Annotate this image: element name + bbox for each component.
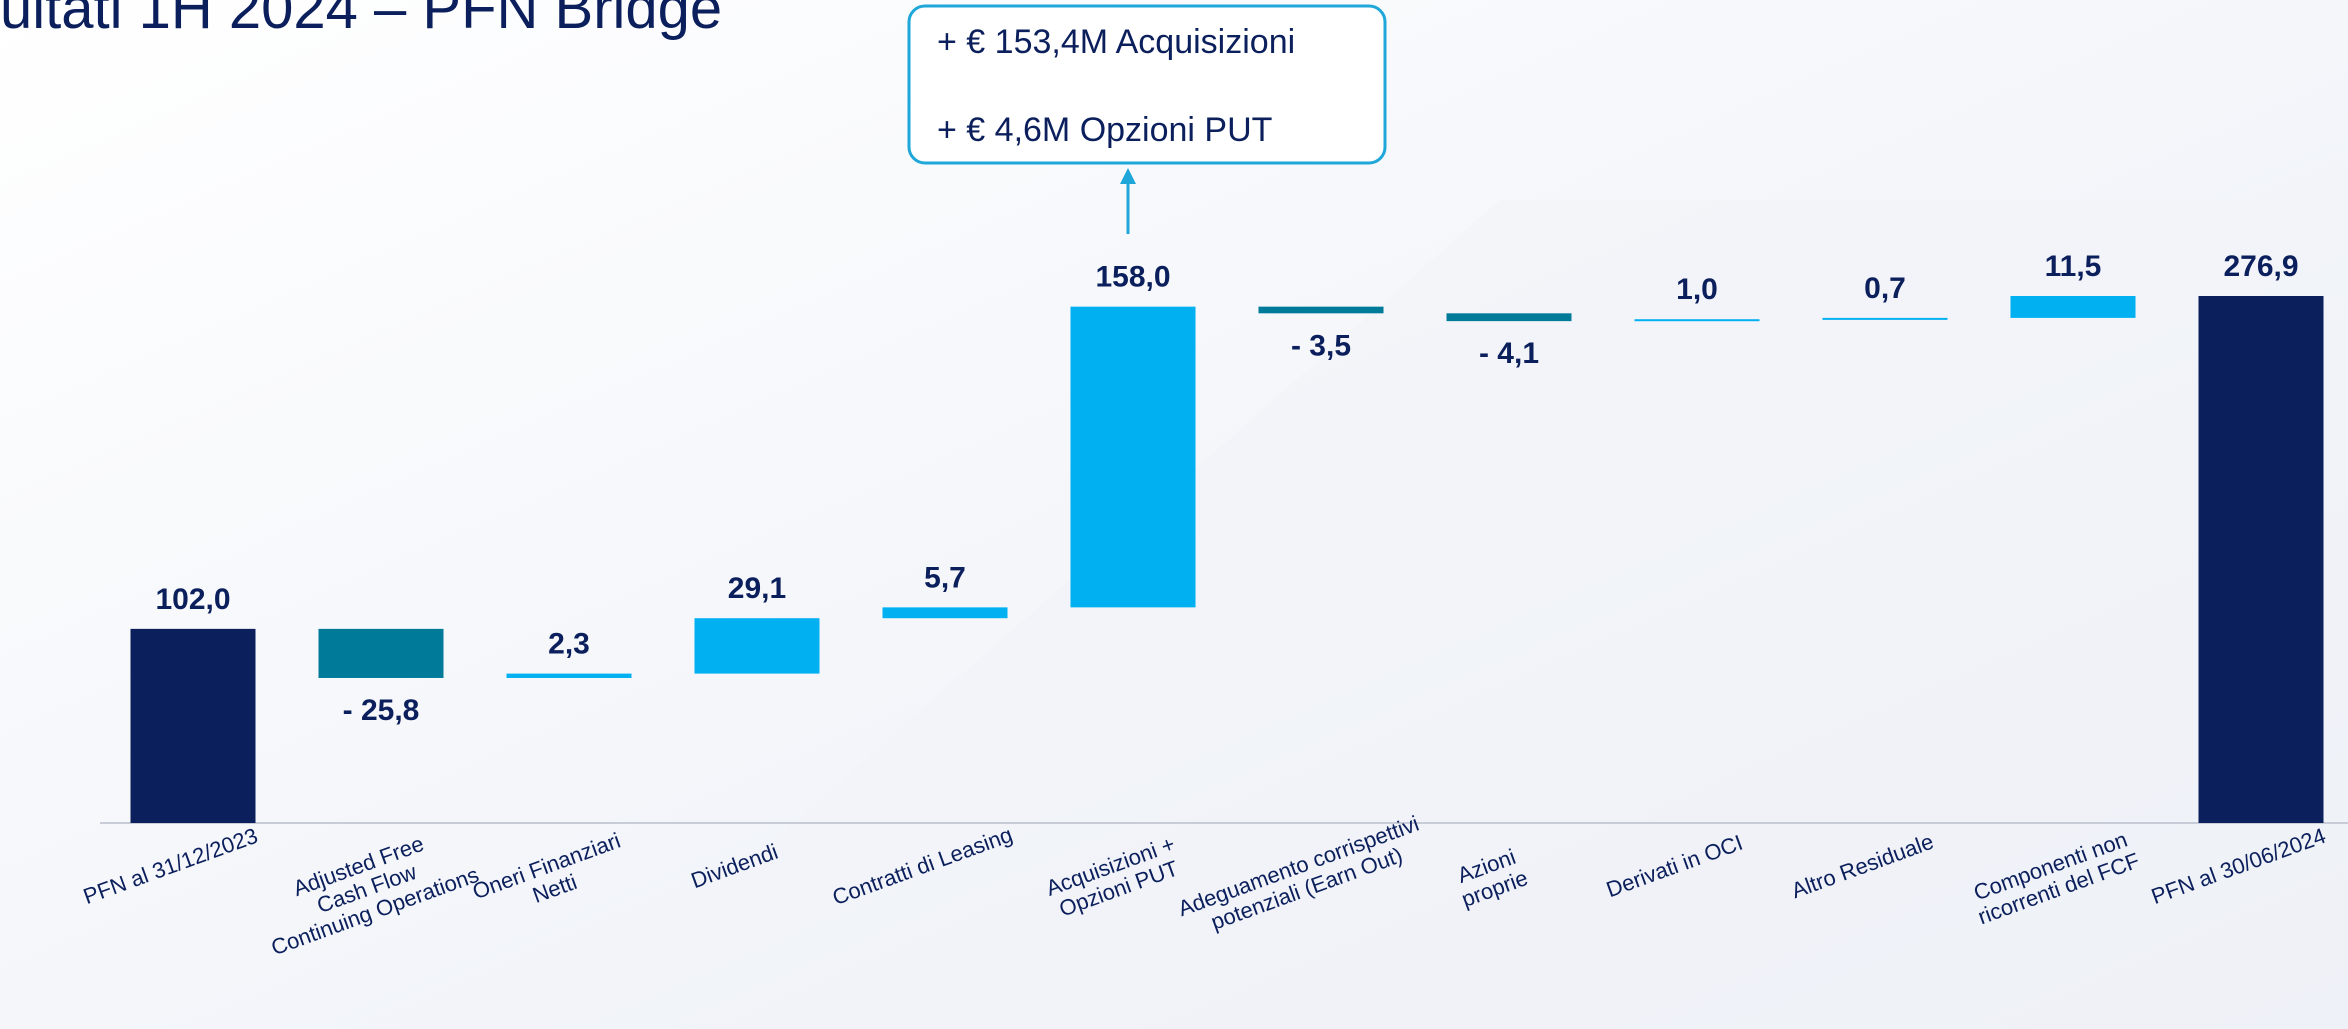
bar [1446,313,1572,322]
bar [882,607,1008,619]
bar [2010,296,2136,318]
bar [1822,317,1948,320]
data-label: 102,0 [155,583,230,616]
bar [318,628,444,678]
annotation-arrowhead [1120,168,1136,184]
annotation-text: + € 153,4M Acquisizioni [937,23,1295,61]
annotation-text: + € 4,6M Opzioni PUT [937,111,1272,149]
bar [1070,306,1196,608]
data-label: 0,7 [1864,272,1906,305]
bar [1634,319,1760,322]
data-label: - 4,1 [1479,337,1539,370]
chart-title: ultati 1H 2024 – PFN Bridge [0,0,722,41]
data-label: 29,1 [728,572,786,605]
bar [130,628,256,823]
data-label: 1,0 [1676,273,1718,306]
data-label: - 25,8 [343,694,420,727]
background-shape [560,200,2348,1029]
bar [1258,306,1384,314]
bar [694,618,820,674]
data-label: - 3,5 [1291,329,1351,362]
data-label: 276,9 [2223,250,2298,283]
bar [2198,296,2324,823]
data-label: 11,5 [2045,250,2102,283]
data-label: 2,3 [548,628,590,661]
annotation-box [907,4,1387,165]
bar [506,673,632,678]
data-label: 158,0 [1095,261,1170,294]
data-label: 5,7 [924,561,966,594]
